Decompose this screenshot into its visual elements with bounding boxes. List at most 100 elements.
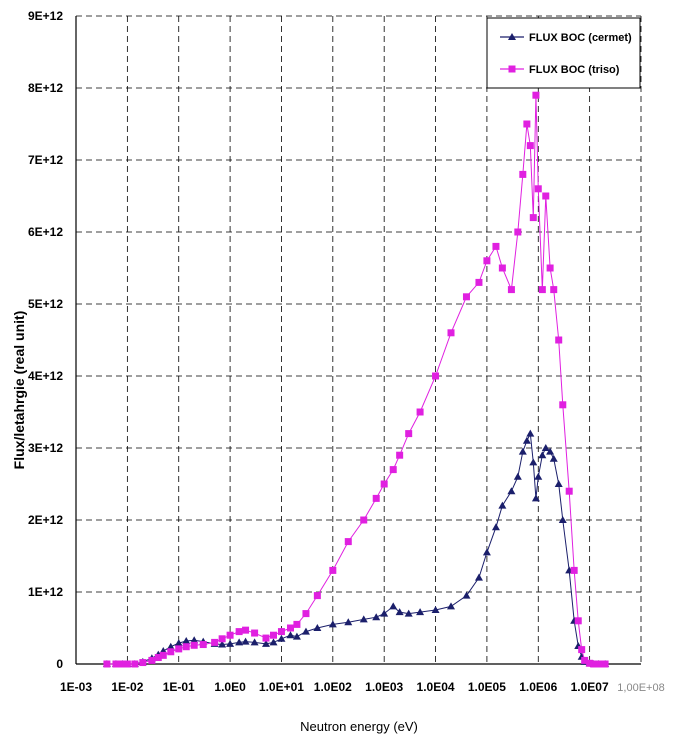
data-point xyxy=(507,487,516,495)
legend-marker xyxy=(508,33,516,40)
data-point xyxy=(531,494,540,502)
data-point xyxy=(534,472,543,480)
tick-labels: 0 1E+12 2E+12 3E+12 4E+12 5E+12 6E+12 7E+12 8E+1… xyxy=(28,9,665,694)
data-series xyxy=(102,91,610,668)
data-point xyxy=(372,613,381,621)
data-point xyxy=(344,538,352,546)
data-point xyxy=(359,615,368,623)
data-point xyxy=(218,635,226,643)
x-tick-label: 1E-03 xyxy=(60,680,92,694)
data-point xyxy=(483,257,491,265)
data-point xyxy=(529,458,538,466)
y-tick-label: 8E+12 xyxy=(28,81,63,95)
data-point xyxy=(601,660,609,668)
x-tick-label: 1.0E05 xyxy=(468,680,506,694)
data-point xyxy=(462,293,470,301)
data-point xyxy=(586,659,594,667)
data-point xyxy=(277,628,285,636)
data-point xyxy=(431,606,440,613)
series-triso xyxy=(103,91,609,668)
data-point xyxy=(389,602,398,610)
data-point xyxy=(159,651,167,659)
data-point xyxy=(182,643,190,651)
x-tick-label: 1.0E0 xyxy=(214,680,246,694)
data-point xyxy=(546,264,554,272)
data-point xyxy=(482,548,491,556)
data-point xyxy=(559,401,567,409)
data-point xyxy=(396,451,404,459)
data-point xyxy=(513,472,522,480)
data-point xyxy=(542,192,550,200)
data-point xyxy=(175,645,183,653)
data-point xyxy=(118,660,126,668)
data-point xyxy=(329,566,337,574)
data-point xyxy=(491,523,500,531)
data-point xyxy=(541,444,550,451)
data-point xyxy=(498,264,506,272)
y-tick-label: 5E+12 xyxy=(28,297,63,311)
data-point xyxy=(251,629,259,637)
data-point xyxy=(538,451,547,459)
data-point xyxy=(235,628,243,636)
grid-lines xyxy=(75,15,642,665)
data-point xyxy=(286,631,295,639)
y-tick-label: 1E+12 xyxy=(28,585,63,599)
data-point xyxy=(538,286,546,294)
data-point xyxy=(211,638,219,646)
data-point xyxy=(112,660,120,668)
data-point xyxy=(565,487,573,495)
data-point xyxy=(522,436,531,444)
legend-label: FLUX BOC (triso) xyxy=(529,64,620,76)
x-tick-label: 1.0E02 xyxy=(314,680,352,694)
data-point xyxy=(293,620,301,628)
x-tick-label: 1.0E07 xyxy=(571,680,609,694)
data-point xyxy=(139,659,147,667)
data-point xyxy=(416,408,424,416)
data-point xyxy=(344,618,353,626)
y-tick-label: 0 xyxy=(56,657,63,671)
data-point xyxy=(492,242,500,250)
y-tick-label: 4E+12 xyxy=(28,369,63,383)
data-point xyxy=(519,170,527,178)
series-line xyxy=(106,431,606,665)
data-point xyxy=(380,609,389,617)
x-tick-label: 1E-01 xyxy=(163,680,195,694)
data-point xyxy=(389,466,397,474)
y-tick-label: 2E+12 xyxy=(28,513,63,527)
data-point xyxy=(532,91,540,99)
legend-label: FLUX BOC (cermet) xyxy=(529,32,632,44)
data-point xyxy=(554,480,563,487)
data-point xyxy=(523,120,531,128)
data-point xyxy=(103,660,111,668)
data-point xyxy=(235,638,244,646)
data-point xyxy=(301,627,310,635)
data-point xyxy=(313,624,322,631)
data-point xyxy=(395,608,404,616)
data-point xyxy=(313,592,321,600)
data-point xyxy=(549,454,558,462)
data-point xyxy=(526,429,535,437)
y-tick-label: 3E+12 xyxy=(28,441,63,455)
data-point xyxy=(405,430,413,438)
data-point xyxy=(380,480,388,488)
axes xyxy=(75,16,641,665)
data-point xyxy=(514,228,522,236)
y-axis-label: Flux/letahrgie (real unit) xyxy=(11,311,27,470)
data-point xyxy=(131,660,139,668)
x-axis-label: Neutron energy (eV) xyxy=(300,719,418,734)
data-point xyxy=(432,372,440,380)
data-point xyxy=(182,636,191,644)
data-point xyxy=(261,639,270,647)
data-point xyxy=(328,620,337,628)
x-tick-label: 1.0E04 xyxy=(417,680,455,694)
data-point xyxy=(372,494,380,502)
data-point xyxy=(174,639,183,647)
y-tick-label: 7E+12 xyxy=(28,153,63,167)
data-point xyxy=(555,336,563,344)
data-point xyxy=(190,636,199,644)
data-point xyxy=(166,642,175,650)
data-point xyxy=(218,640,227,648)
data-point xyxy=(550,286,558,294)
data-point xyxy=(262,634,270,642)
